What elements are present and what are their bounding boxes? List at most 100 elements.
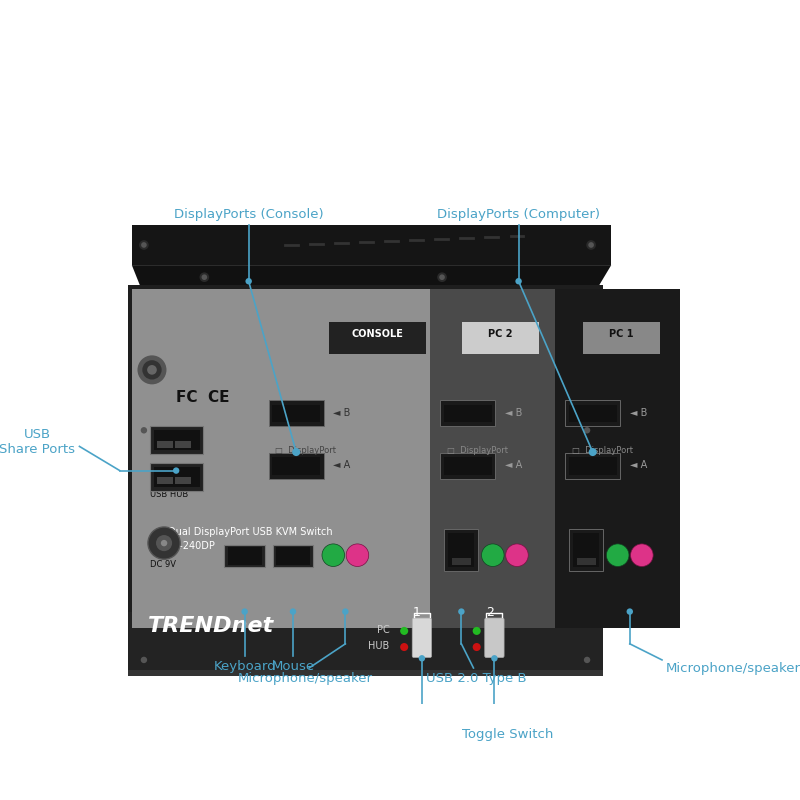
Circle shape	[141, 427, 147, 434]
Circle shape	[147, 365, 157, 374]
Text: FC  CE: FC CE	[176, 390, 230, 405]
Polygon shape	[132, 394, 611, 414]
Circle shape	[630, 544, 653, 566]
FancyBboxPatch shape	[570, 530, 603, 571]
Circle shape	[458, 608, 465, 615]
FancyBboxPatch shape	[154, 466, 199, 486]
Text: ◄ B: ◄ B	[334, 407, 350, 418]
FancyBboxPatch shape	[225, 545, 265, 567]
FancyBboxPatch shape	[441, 453, 495, 478]
FancyBboxPatch shape	[485, 618, 504, 658]
Circle shape	[173, 467, 179, 474]
Circle shape	[400, 627, 408, 635]
FancyBboxPatch shape	[430, 290, 555, 628]
FancyBboxPatch shape	[444, 405, 492, 422]
Text: Microphone/speaker: Microphone/speaker	[666, 662, 800, 675]
FancyBboxPatch shape	[150, 426, 202, 454]
FancyBboxPatch shape	[412, 618, 431, 658]
Circle shape	[139, 240, 149, 250]
Circle shape	[439, 274, 445, 280]
FancyBboxPatch shape	[555, 290, 680, 628]
Text: DisplayPorts (Console): DisplayPorts (Console)	[174, 208, 323, 221]
FancyBboxPatch shape	[566, 453, 620, 478]
Circle shape	[246, 278, 252, 285]
FancyBboxPatch shape	[157, 477, 173, 484]
Circle shape	[141, 242, 146, 248]
FancyBboxPatch shape	[566, 401, 620, 426]
FancyBboxPatch shape	[574, 534, 599, 567]
Circle shape	[290, 608, 296, 615]
Text: Dual DisplayPort USB KVM Switch: Dual DisplayPort USB KVM Switch	[168, 527, 333, 537]
FancyBboxPatch shape	[228, 547, 262, 565]
Circle shape	[322, 544, 345, 566]
FancyBboxPatch shape	[269, 453, 323, 478]
FancyBboxPatch shape	[128, 670, 603, 676]
Circle shape	[292, 448, 300, 456]
Circle shape	[482, 544, 504, 566]
Circle shape	[138, 654, 150, 666]
Text: ◄ B: ◄ B	[630, 407, 647, 418]
Circle shape	[342, 608, 349, 615]
Circle shape	[242, 608, 248, 615]
Circle shape	[199, 272, 209, 282]
Circle shape	[584, 427, 590, 434]
Text: USB 2.0 Type B: USB 2.0 Type B	[426, 672, 526, 685]
FancyBboxPatch shape	[449, 534, 474, 567]
FancyBboxPatch shape	[441, 401, 495, 426]
Text: CONSOLE: CONSOLE	[352, 329, 403, 338]
Circle shape	[138, 355, 166, 384]
Circle shape	[584, 657, 590, 663]
Circle shape	[473, 627, 481, 635]
Circle shape	[491, 655, 498, 662]
Circle shape	[148, 527, 180, 559]
Text: DC 9V: DC 9V	[150, 560, 176, 570]
Polygon shape	[132, 265, 611, 286]
FancyBboxPatch shape	[577, 558, 596, 565]
Text: ◄ A: ◄ A	[334, 460, 350, 470]
Text: □  DisplayPort: □ DisplayPort	[447, 446, 508, 455]
Circle shape	[626, 608, 633, 615]
FancyBboxPatch shape	[128, 611, 603, 676]
Text: □  DisplayPort: □ DisplayPort	[275, 446, 336, 455]
FancyBboxPatch shape	[272, 405, 320, 422]
FancyBboxPatch shape	[175, 477, 191, 484]
FancyBboxPatch shape	[128, 286, 603, 632]
FancyBboxPatch shape	[330, 322, 426, 354]
Text: TK-240DP: TK-240DP	[168, 541, 215, 550]
FancyBboxPatch shape	[445, 530, 478, 571]
Circle shape	[138, 425, 150, 436]
Text: 2: 2	[486, 606, 494, 618]
Circle shape	[506, 544, 528, 566]
FancyBboxPatch shape	[452, 558, 471, 565]
FancyBboxPatch shape	[272, 457, 320, 474]
Text: TRENDnet: TRENDnet	[148, 616, 274, 636]
FancyBboxPatch shape	[128, 414, 603, 676]
Text: HUB: HUB	[369, 642, 390, 651]
Circle shape	[202, 274, 207, 280]
Polygon shape	[132, 225, 611, 265]
Text: 1: 1	[413, 606, 421, 618]
FancyBboxPatch shape	[154, 430, 199, 450]
Text: DisplayPorts (Computer): DisplayPorts (Computer)	[437, 208, 600, 221]
Circle shape	[589, 448, 597, 456]
Circle shape	[156, 535, 172, 551]
FancyBboxPatch shape	[128, 628, 603, 676]
Circle shape	[418, 655, 425, 662]
Text: Microphone/speaker: Microphone/speaker	[238, 672, 373, 685]
Circle shape	[161, 540, 167, 546]
Circle shape	[588, 242, 594, 248]
Circle shape	[142, 360, 162, 379]
Text: Mouse: Mouse	[271, 660, 314, 673]
Circle shape	[346, 544, 369, 566]
Text: PC: PC	[377, 626, 390, 635]
Text: Keyboard: Keyboard	[214, 660, 276, 673]
Text: PC 2: PC 2	[488, 329, 512, 338]
FancyBboxPatch shape	[157, 441, 173, 448]
Circle shape	[606, 544, 629, 566]
Circle shape	[400, 643, 408, 651]
Text: ◄ B: ◄ B	[505, 407, 522, 418]
FancyBboxPatch shape	[569, 457, 617, 474]
Circle shape	[141, 657, 147, 663]
FancyBboxPatch shape	[569, 405, 617, 422]
FancyBboxPatch shape	[175, 441, 191, 448]
